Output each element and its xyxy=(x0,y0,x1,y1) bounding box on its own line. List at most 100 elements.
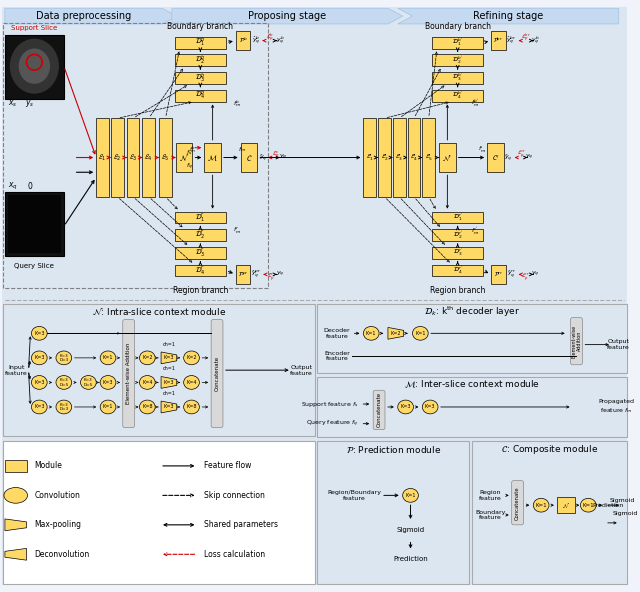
Text: $\hat{y}_q$: $\hat{y}_q$ xyxy=(504,152,513,163)
Text: Deconvolution: Deconvolution xyxy=(35,550,90,559)
Text: $y_q$: $y_q$ xyxy=(525,153,534,162)
Text: K=3: K=3 xyxy=(164,380,174,385)
FancyBboxPatch shape xyxy=(432,229,483,241)
Text: Shared parameters: Shared parameters xyxy=(204,520,278,529)
Text: Sigmoid: Sigmoid xyxy=(613,510,638,516)
Text: Region branch: Region branch xyxy=(430,285,485,295)
Ellipse shape xyxy=(184,351,200,365)
FancyBboxPatch shape xyxy=(317,377,627,437)
FancyBboxPatch shape xyxy=(175,247,226,259)
Text: Concatenate: Concatenate xyxy=(214,356,220,391)
Text: Element-wise
Addition: Element-wise Addition xyxy=(571,324,582,358)
FancyBboxPatch shape xyxy=(96,118,109,197)
Text: Boundary branch: Boundary branch xyxy=(167,22,234,31)
Text: Support feature $f_s$: Support feature $f_s$ xyxy=(301,400,358,408)
Text: K=4: K=4 xyxy=(142,380,152,385)
Text: K=3: K=3 xyxy=(164,355,174,361)
Text: $\mathcal{E}_1'$: $\mathcal{E}_1'$ xyxy=(366,152,374,163)
Text: Boundary branch: Boundary branch xyxy=(425,22,491,31)
Text: $\mathcal{C}$: $\mathcal{C}$ xyxy=(246,153,252,163)
FancyBboxPatch shape xyxy=(5,192,64,256)
Polygon shape xyxy=(161,401,177,413)
FancyBboxPatch shape xyxy=(5,35,64,99)
Text: $\mathcal{E}_3$: $\mathcal{E}_3$ xyxy=(129,152,138,163)
Text: $\mathcal{D}_1^b$: $\mathcal{D}_1^b$ xyxy=(195,36,205,49)
Text: Max-pooling: Max-pooling xyxy=(35,520,81,529)
Text: K=8: K=8 xyxy=(186,404,196,410)
Text: Loss calculation: Loss calculation xyxy=(204,550,266,559)
Ellipse shape xyxy=(403,488,419,502)
Text: $\mathcal{D}_4^r$: $\mathcal{D}_4^r$ xyxy=(195,264,205,276)
Text: $\mathcal{C}$: Composite module: $\mathcal{C}$: Composite module xyxy=(501,443,598,456)
Text: Support Slice: Support Slice xyxy=(12,25,58,31)
Text: Proposing stage: Proposing stage xyxy=(248,11,326,21)
Text: $\mathcal{D}_3^r$: $\mathcal{D}_3^r$ xyxy=(195,247,205,259)
Text: $\mathcal{D}_2^b$: $\mathcal{D}_2^b$ xyxy=(195,54,205,67)
Text: $\mathcal{E}_4$: $\mathcal{E}_4$ xyxy=(145,152,153,163)
Text: ch=1: ch=1 xyxy=(163,342,175,347)
Text: $f_m$: $f_m$ xyxy=(237,145,246,154)
FancyBboxPatch shape xyxy=(111,118,124,197)
Text: Concatenate: Concatenate xyxy=(515,486,520,520)
Text: K=3: K=3 xyxy=(34,380,45,385)
FancyBboxPatch shape xyxy=(432,72,483,84)
Text: Encoder
feature: Encoder feature xyxy=(324,350,349,361)
Text: $\mathcal{D}_3^{b'}$: $\mathcal{D}_3^{b'}$ xyxy=(452,72,463,83)
FancyBboxPatch shape xyxy=(571,317,582,365)
FancyBboxPatch shape xyxy=(487,143,504,172)
Ellipse shape xyxy=(580,498,596,512)
Ellipse shape xyxy=(184,375,200,390)
FancyBboxPatch shape xyxy=(408,118,420,197)
Text: $\mathcal{E}_3'$: $\mathcal{E}_3'$ xyxy=(396,152,403,163)
FancyBboxPatch shape xyxy=(432,37,483,49)
Ellipse shape xyxy=(100,351,116,365)
Text: $y_q^b$: $y_q^b$ xyxy=(531,34,540,47)
Text: K=2: K=2 xyxy=(390,331,401,336)
FancyBboxPatch shape xyxy=(557,497,575,513)
Text: $f_m'$: $f_m'$ xyxy=(478,144,486,155)
Text: $\mathcal{D}_3^{r'}$: $\mathcal{D}_3^{r'}$ xyxy=(452,247,463,258)
Polygon shape xyxy=(397,8,619,24)
Ellipse shape xyxy=(56,400,72,414)
Ellipse shape xyxy=(31,351,47,365)
FancyBboxPatch shape xyxy=(317,442,470,584)
Polygon shape xyxy=(172,8,403,24)
FancyBboxPatch shape xyxy=(432,211,483,223)
Ellipse shape xyxy=(140,351,155,365)
FancyBboxPatch shape xyxy=(175,37,226,49)
FancyBboxPatch shape xyxy=(175,229,226,241)
Text: K=3: K=3 xyxy=(103,380,113,385)
Text: K=3: K=3 xyxy=(401,404,411,410)
FancyBboxPatch shape xyxy=(491,31,506,50)
FancyBboxPatch shape xyxy=(175,265,226,276)
Ellipse shape xyxy=(100,400,116,414)
Text: K=3
D=3: K=3 D=3 xyxy=(60,403,68,411)
Text: Prediction: Prediction xyxy=(393,556,428,562)
Ellipse shape xyxy=(19,49,50,84)
Text: $f_m^b$: $f_m^b$ xyxy=(233,98,241,109)
Text: $\mathcal{D}_2^{r'}$: $\mathcal{D}_2^{r'}$ xyxy=(452,230,463,240)
Text: $\hat{y}_q^b$: $\hat{y}_q^b$ xyxy=(252,34,260,47)
FancyBboxPatch shape xyxy=(175,90,226,102)
Text: $f_s$: $f_s$ xyxy=(186,148,193,157)
Text: $\mathcal{D}_1^r$: $\mathcal{D}_1^r$ xyxy=(195,211,205,224)
FancyBboxPatch shape xyxy=(373,390,385,430)
Text: K=1: K=1 xyxy=(535,503,547,508)
Text: $\mathcal{L}_p^c$: $\mathcal{L}_p^c$ xyxy=(272,149,280,160)
FancyBboxPatch shape xyxy=(143,118,155,197)
Text: K=3: K=3 xyxy=(34,331,45,336)
Text: Region/Boundary
feature: Region/Boundary feature xyxy=(328,490,381,501)
Text: Query Slice: Query Slice xyxy=(15,263,54,269)
Ellipse shape xyxy=(533,498,549,512)
Text: Input
feature: Input feature xyxy=(5,365,28,375)
Text: Sigmoid: Sigmoid xyxy=(610,498,636,503)
Text: K=1: K=1 xyxy=(103,355,113,361)
Ellipse shape xyxy=(4,487,28,503)
Text: Query feature $f_q$: Query feature $f_q$ xyxy=(306,419,358,429)
Text: $\mathcal{P}^b$: $\mathcal{P}^b$ xyxy=(239,36,248,46)
Text: $y_q$: $y_q$ xyxy=(531,270,540,279)
FancyBboxPatch shape xyxy=(159,118,172,197)
Text: K=3: K=3 xyxy=(34,355,45,361)
Ellipse shape xyxy=(397,400,413,414)
Text: Region
feature: Region feature xyxy=(479,490,502,501)
